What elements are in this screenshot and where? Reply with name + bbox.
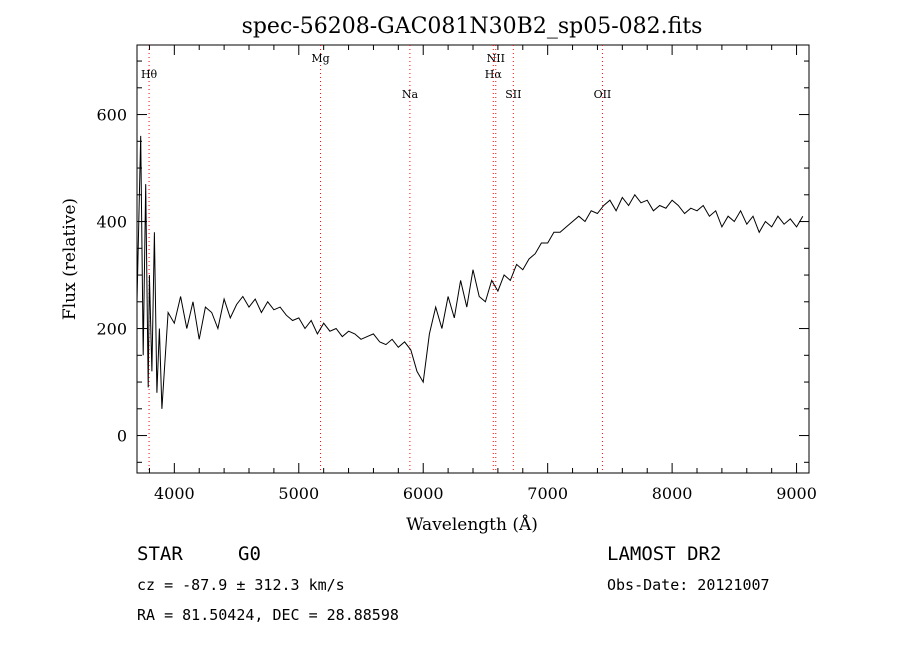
survey-name: LAMOST DR2 <box>607 543 721 565</box>
x-tick-label: 4000 <box>154 484 195 503</box>
y-tick-label: 600 <box>96 106 127 125</box>
axis-ticks: 4000 5000 6000 7000 8000 9000 0 200 400 600 <box>96 45 817 503</box>
y-axis-label: Flux (relative) <box>60 198 80 320</box>
x-axis-label: Wavelength (Å) <box>406 514 538 535</box>
redshift-cz: cz = -87.9 ± 312.3 km/s <box>137 576 345 594</box>
object-subclass: G0 <box>238 543 261 565</box>
line-label: Hα <box>485 68 503 81</box>
spectrum-line <box>136 135 804 409</box>
y-tick-label: 400 <box>96 213 127 232</box>
line-label: Na <box>402 88 419 101</box>
y-tick-label: 200 <box>96 320 127 339</box>
line-label: Mg <box>311 52 329 65</box>
emission-lines: Hθ Mg Na Hα NII SII OII <box>141 45 611 473</box>
x-tick-label: 7000 <box>527 484 568 503</box>
obs-date: Obs-Date: 20121007 <box>607 576 770 594</box>
line-label: Hθ <box>141 68 158 81</box>
y-tick-label: 0 <box>117 427 127 446</box>
line-label: SII <box>505 88 521 101</box>
x-tick-label: 9000 <box>776 484 817 503</box>
spectrum-series <box>136 135 804 409</box>
chart-title: spec-56208-GAC081N30B2_sp05-082.fits <box>242 14 703 39</box>
coordinates: RA = 81.50424, DEC = 28.88598 <box>137 606 399 624</box>
line-label: OII <box>594 88 612 101</box>
x-tick-label: 5000 <box>278 484 319 503</box>
x-tick-label: 6000 <box>403 484 444 503</box>
line-label: NII <box>487 52 505 65</box>
x-tick-label: 8000 <box>652 484 693 503</box>
object-class: STAR <box>137 543 183 565</box>
plot-frame <box>136 44 810 474</box>
